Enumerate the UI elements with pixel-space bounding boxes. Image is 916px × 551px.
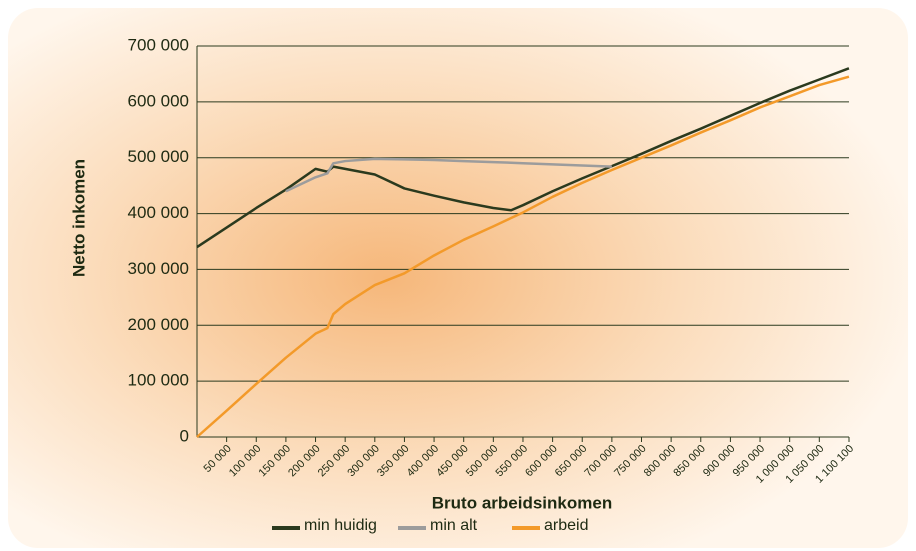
legend-label: arbeid [544, 517, 588, 534]
y-tick-label: 200 000 [128, 315, 189, 334]
y-tick-label: 300 000 [128, 259, 189, 278]
y-tick-label: 100 000 [128, 371, 189, 390]
y-tick-label: 600 000 [128, 91, 189, 110]
x-axis-label: Bruto arbeidsinkomen [432, 493, 612, 512]
series-line [196, 75, 850, 438]
series-line [196, 67, 850, 249]
y-axis-label: Netto inkomen [69, 159, 88, 277]
series-line [285, 157, 612, 193]
legend-label: min alt [430, 517, 478, 534]
background [8, 8, 908, 548]
legend-label: min huidig [304, 517, 377, 534]
y-tick-label: 500 000 [128, 147, 189, 166]
y-tick-label: 700 000 [128, 35, 189, 54]
y-tick-label: 400 000 [128, 203, 189, 222]
y-tick-label: 0 [180, 426, 189, 445]
